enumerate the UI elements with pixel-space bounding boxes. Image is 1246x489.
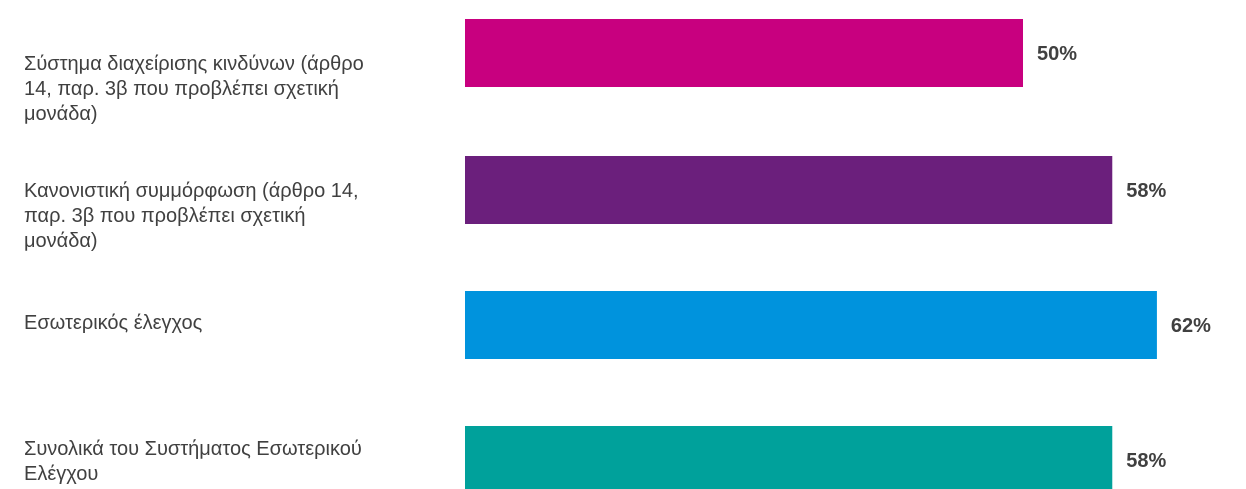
category-label-risk-management: Σύστημα διαχείρισης κινδύνων (άρθρο 14, …	[24, 53, 364, 125]
bar-internal-control-total	[465, 426, 1113, 489]
category-label-internal-control-total: Συνολικά του Συστήματος Εσωτερικού Ελέγχ…	[24, 438, 362, 485]
category-label-compliance: Κανονιστική συμμόρφωση (άρθρο 14, παρ. 3…	[24, 180, 359, 252]
value-label-internal-control-total: 58%	[1126, 450, 1166, 472]
bar-compliance	[465, 156, 1113, 224]
value-label-risk-management: 50%	[1037, 43, 1077, 65]
value-label-internal-audit: 62%	[1171, 315, 1211, 337]
value-label-compliance: 58%	[1126, 180, 1166, 202]
category-label-internal-audit: Εσωτερικός έλεγχος	[24, 312, 203, 334]
bar-internal-audit	[465, 291, 1157, 359]
bar-risk-management	[465, 19, 1023, 87]
